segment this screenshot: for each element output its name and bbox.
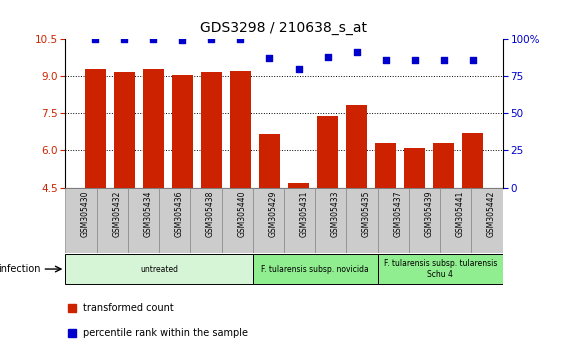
Bar <box>409 188 440 253</box>
Text: GSM305439: GSM305439 <box>424 191 433 238</box>
Point <box>468 57 477 63</box>
Bar <box>346 105 367 188</box>
Point <box>410 57 419 63</box>
Bar <box>253 188 284 253</box>
Bar <box>260 135 279 188</box>
Text: untreated: untreated <box>140 264 178 274</box>
Bar <box>190 188 222 253</box>
Point <box>294 66 303 72</box>
Text: GSM305433: GSM305433 <box>331 191 340 238</box>
Text: GSM305440: GSM305440 <box>237 191 246 238</box>
Text: GSM305438: GSM305438 <box>206 191 215 237</box>
Text: GSM305441: GSM305441 <box>456 191 465 237</box>
Text: GSM305429: GSM305429 <box>268 191 277 237</box>
Point <box>439 57 448 63</box>
Bar <box>159 188 190 253</box>
Bar <box>128 188 159 253</box>
Bar <box>85 69 106 188</box>
Point <box>381 57 390 63</box>
Point <box>236 36 245 42</box>
Point <box>149 36 158 42</box>
Bar <box>404 148 425 188</box>
Bar <box>289 183 308 188</box>
Bar <box>230 71 250 188</box>
Bar <box>378 254 503 284</box>
Bar <box>114 73 135 188</box>
Text: GSM305432: GSM305432 <box>112 191 121 237</box>
Bar <box>346 188 378 253</box>
Text: GSM305435: GSM305435 <box>362 191 371 238</box>
Bar <box>433 143 454 188</box>
Bar <box>378 188 409 253</box>
Point <box>352 50 361 55</box>
Bar <box>375 143 396 188</box>
Bar <box>318 116 338 188</box>
Text: GSM305436: GSM305436 <box>175 191 183 238</box>
Bar <box>462 133 483 188</box>
Text: F. tularensis subsp. tularensis
Schu 4: F. tularensis subsp. tularensis Schu 4 <box>383 259 497 279</box>
Bar <box>143 69 164 188</box>
Text: F. tularensis subsp. novicida: F. tularensis subsp. novicida <box>261 264 369 274</box>
Text: infection: infection <box>0 264 40 274</box>
Title: GDS3298 / 210638_s_at: GDS3298 / 210638_s_at <box>201 21 367 35</box>
Bar <box>253 254 378 284</box>
Bar <box>222 188 253 253</box>
Point <box>323 54 332 59</box>
Point <box>265 56 274 61</box>
Text: GSM305434: GSM305434 <box>144 191 152 238</box>
Text: percentile rank within the sample: percentile rank within the sample <box>83 328 248 338</box>
Point <box>207 36 216 42</box>
Text: GSM305430: GSM305430 <box>81 191 90 238</box>
Bar <box>471 188 503 253</box>
Point <box>91 36 100 42</box>
Point <box>120 36 129 42</box>
Text: GSM305442: GSM305442 <box>487 191 496 237</box>
Text: transformed count: transformed count <box>83 303 174 313</box>
Bar <box>284 188 315 253</box>
Bar <box>65 188 97 253</box>
Bar <box>201 73 222 188</box>
Bar <box>172 75 193 188</box>
Bar <box>65 254 253 284</box>
Text: GSM305437: GSM305437 <box>393 191 402 238</box>
Bar <box>315 188 346 253</box>
Bar <box>97 188 128 253</box>
Point <box>178 38 187 43</box>
Bar <box>440 188 471 253</box>
Text: GSM305431: GSM305431 <box>300 191 308 237</box>
